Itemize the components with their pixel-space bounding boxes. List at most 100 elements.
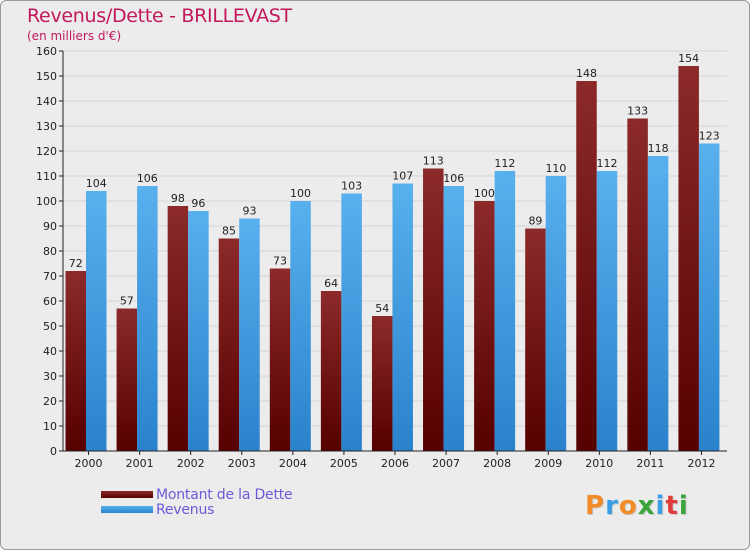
data-label-debt-2000: 72 <box>69 257 83 270</box>
x-tick-label: 2001 <box>126 457 154 470</box>
logo-letter: o <box>618 491 638 521</box>
bar-revenus-2000 <box>86 191 107 451</box>
y-tick-label: 60 <box>43 295 57 308</box>
data-label-debt-2012: 154 <box>678 52 699 65</box>
data-label-debt-2006: 54 <box>375 302 389 315</box>
y-tick-label: 90 <box>43 220 57 233</box>
y-tick-label: 150 <box>36 70 57 83</box>
y-tick-label: 10 <box>43 420 57 433</box>
data-label-revenus-2000: 104 <box>86 177 107 190</box>
bar-revenus-2003 <box>239 218 260 451</box>
bar-debt-2003 <box>218 238 240 451</box>
y-tick-label: 70 <box>43 270 57 283</box>
legend-item-debt: Montant de la Dette <box>101 486 293 503</box>
bar-debt-2005 <box>320 291 342 451</box>
x-tick-label: 2009 <box>534 457 562 470</box>
bar-debt-2000 <box>65 271 86 451</box>
data-label-revenus-2012: 123 <box>699 130 720 143</box>
bar-debt-2011 <box>627 118 648 451</box>
bar-debt-2001 <box>116 308 138 451</box>
data-label-debt-2003: 85 <box>222 225 236 238</box>
data-label-revenus-2008: 112 <box>494 157 515 170</box>
data-label-debt-2010: 148 <box>576 67 597 80</box>
bar-debt-2010 <box>576 81 597 451</box>
y-tick-label: 130 <box>36 120 57 133</box>
bar-revenus-2008 <box>494 171 516 451</box>
x-tick-label: 2003 <box>228 457 256 470</box>
data-label-debt-2004: 73 <box>273 255 287 268</box>
y-tick-label: 20 <box>43 395 57 408</box>
data-label-revenus-2006: 107 <box>392 170 413 183</box>
logo-letter: i <box>678 491 689 521</box>
y-tick-label: 80 <box>43 245 57 258</box>
data-label-debt-2007: 113 <box>423 155 444 168</box>
logo-letter: x <box>637 491 656 521</box>
x-tick-label: 2006 <box>381 457 409 470</box>
y-tick-label: 0 <box>50 445 57 458</box>
legend-item-revenus: Revenus <box>101 501 292 518</box>
data-label-revenus-2011: 118 <box>648 142 669 155</box>
data-label-debt-2005: 64 <box>324 277 338 290</box>
bar-debt-2009 <box>525 228 546 451</box>
bar-revenus-2010 <box>596 171 618 451</box>
bar-debt-2002 <box>167 206 189 451</box>
data-label-revenus-2005: 103 <box>341 180 362 193</box>
bar-debt-2008 <box>474 201 495 451</box>
logo-letter: r <box>605 491 619 521</box>
bar-debt-2006 <box>371 316 393 451</box>
data-label-debt-2009: 89 <box>528 215 542 228</box>
chart-subtitle: (en milliers d'€) <box>27 29 122 43</box>
data-label-revenus-2009: 110 <box>545 162 566 175</box>
data-label-revenus-2002: 96 <box>191 197 205 210</box>
y-tick-label: 140 <box>36 95 57 108</box>
bar-revenus-2002 <box>188 211 209 451</box>
legend-swatch-revenus <box>101 506 153 513</box>
data-label-revenus-2004: 100 <box>290 187 311 200</box>
bar-revenus-2005 <box>341 193 362 451</box>
proxiti-logo: Proxiti <box>585 491 689 521</box>
data-label-debt-2001: 57 <box>120 295 134 308</box>
data-label-revenus-2001: 106 <box>137 172 158 185</box>
legend-label-debt: Montant de la Dette <box>156 486 293 503</box>
bar-revenus-2007 <box>443 186 465 451</box>
x-tick-label: 2012 <box>687 457 715 470</box>
data-label-revenus-2007: 106 <box>443 172 464 185</box>
logo-letter: t <box>665 491 679 521</box>
bar-debt-2004 <box>269 268 291 451</box>
chart-title: Revenus/Dette - BRILLEVAST <box>27 5 292 27</box>
x-tick-label: 2005 <box>330 457 358 470</box>
bar-debt-2007 <box>423 168 444 451</box>
x-tick-label: 2008 <box>483 457 511 470</box>
x-tick-label: 2011 <box>636 457 664 470</box>
data-label-debt-2002: 98 <box>171 192 185 205</box>
data-label-debt-2008: 100 <box>474 187 495 200</box>
bar-revenus-2006 <box>392 183 413 451</box>
data-label-revenus-2010: 112 <box>597 157 618 170</box>
bar-revenus-2001 <box>137 186 158 451</box>
legend-swatch-debt <box>101 491 153 498</box>
y-tick-label: 50 <box>43 320 57 333</box>
x-tick-label: 2007 <box>432 457 460 470</box>
x-tick-label: 2010 <box>585 457 613 470</box>
x-tick-label: 2002 <box>177 457 205 470</box>
y-tick-label: 30 <box>43 370 57 383</box>
y-tick-label: 120 <box>36 145 57 158</box>
x-tick-label: 2000 <box>75 457 103 470</box>
bar-revenus-2011 <box>647 156 669 451</box>
bar-debt-2012 <box>678 66 699 451</box>
axes: 0 10 20 30 40 50 60 70 80 90 100 110 120 130 140 150 160… <box>36 45 727 470</box>
legend: Montant de la Dette Revenus <box>101 486 293 518</box>
data-label-debt-2011: 133 <box>627 105 648 118</box>
bar-revenus-2004 <box>290 201 311 451</box>
bar-revenus-2012 <box>698 143 720 451</box>
legend-label-revenus: Revenus <box>156 501 215 518</box>
y-tick-label: 160 <box>36 45 57 58</box>
y-tick-label: 40 <box>43 345 57 358</box>
bar-revenus-2009 <box>545 176 567 451</box>
data-label-revenus-2003: 93 <box>242 205 256 218</box>
logo-letter: i <box>655 491 666 521</box>
y-tick-label: 100 <box>36 195 57 208</box>
logo-letter: P <box>585 491 606 521</box>
